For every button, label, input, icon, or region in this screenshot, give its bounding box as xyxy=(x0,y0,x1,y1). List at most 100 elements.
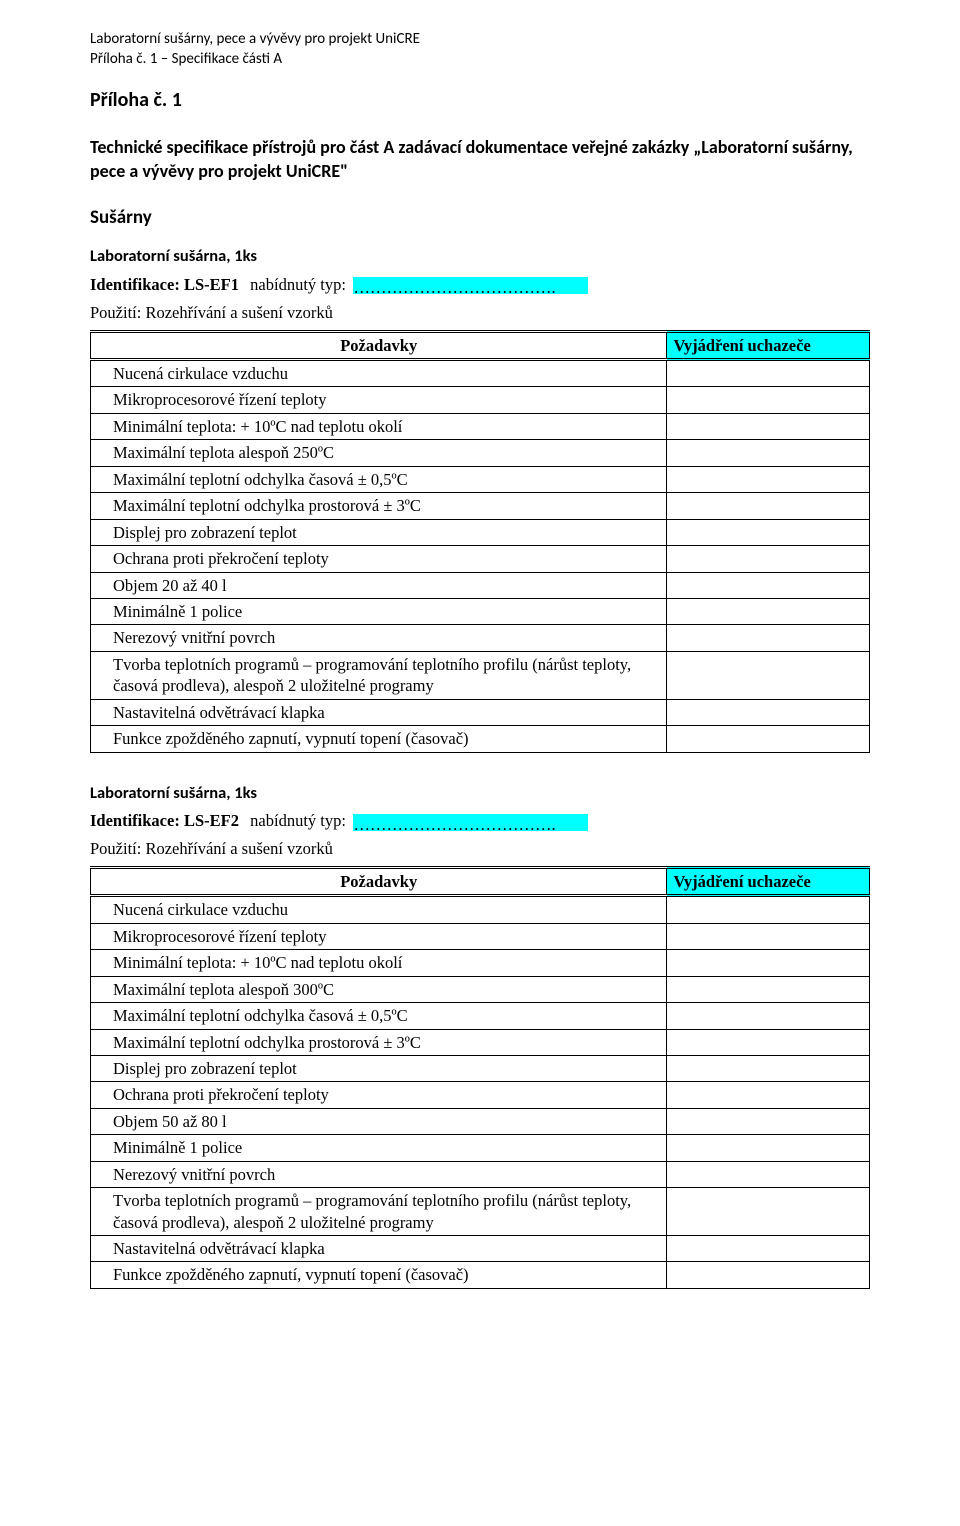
requirement-cell: Objem 20 až 40 l xyxy=(91,572,667,598)
requirement-cell: Ochrana proti překročení teploty xyxy=(91,1082,667,1108)
requirement-cell: Funkce zpožděného zapnutí, vypnutí topen… xyxy=(91,726,667,752)
requirements-header: Požadavky xyxy=(91,867,667,895)
expression-cell xyxy=(667,440,870,466)
requirement-cell: Maximální teplotní odchylka časová ± 0,5… xyxy=(91,466,667,492)
expression-cell xyxy=(667,976,870,1002)
item2-type-blank: ………………………………. xyxy=(353,814,588,831)
requirements-header: Požadavky xyxy=(91,331,667,359)
expression-cell xyxy=(667,896,870,923)
requirement-cell: Nucená cirkulace vzduchu xyxy=(91,896,667,923)
requirement-cell: Nucená cirkulace vzduchu xyxy=(91,360,667,387)
table-row: Ochrana proti překročení teploty xyxy=(91,546,870,572)
table-row: Funkce zpožděného zapnutí, vypnutí topen… xyxy=(91,1262,870,1288)
item1-title: Laboratorní sušárna, 1ks xyxy=(90,246,870,267)
requirement-cell: Mikroprocesorové řízení teploty xyxy=(91,923,667,949)
expression-cell xyxy=(667,1003,870,1029)
table-row: Maximální teplotní odchylka prostorová ±… xyxy=(91,1029,870,1055)
table-row: Minimálně 1 police xyxy=(91,1135,870,1161)
requirement-cell: Displej pro zobrazení teplot xyxy=(91,519,667,545)
requirement-cell: Minimální teplota: + 10ºC nad teplotu ok… xyxy=(91,413,667,439)
table-row: Mikroprocesorové řízení teploty xyxy=(91,923,870,949)
requirement-cell: Minimálně 1 police xyxy=(91,1135,667,1161)
expression-cell xyxy=(667,1029,870,1055)
table-header-row: Požadavky Vyjádření uchazeče xyxy=(91,867,870,895)
section-title: Sušárny xyxy=(90,206,870,231)
requirement-cell: Ochrana proti překročení teploty xyxy=(91,546,667,572)
expression-cell xyxy=(667,572,870,598)
table-row: Ochrana proti překročení teploty xyxy=(91,1082,870,1108)
item2-requirements-table: Požadavky Vyjádření uchazeče Nucená cirk… xyxy=(90,866,870,1289)
item1-ident-code: LS-EF1 xyxy=(184,275,239,294)
table-row: Nucená cirkulace vzduchu xyxy=(91,896,870,923)
requirement-cell: Tvorba teplotních programů – programován… xyxy=(91,1188,667,1236)
expression-cell xyxy=(667,1161,870,1187)
requirement-cell: Displej pro zobrazení teplot xyxy=(91,1055,667,1081)
expression-cell xyxy=(667,387,870,413)
expression-cell xyxy=(667,1135,870,1161)
header-line-2: Příloha č. 1 – Specifikace části A xyxy=(90,50,870,70)
expression-cell xyxy=(667,625,870,651)
requirement-cell: Nastavitelná odvětrávací klapka xyxy=(91,1236,667,1262)
expression-cell xyxy=(667,413,870,439)
table-row: Maximální teplotní odchylka časová ± 0,5… xyxy=(91,1003,870,1029)
table-row: Nerezový vnitřní povrch xyxy=(91,625,870,651)
table-row: Mikroprocesorové řízení teploty xyxy=(91,387,870,413)
expression-cell xyxy=(667,1188,870,1236)
requirement-cell: Nerezový vnitřní povrch xyxy=(91,625,667,651)
offered-type-label: nabídnutý typ: xyxy=(250,811,346,830)
expression-header: Vyjádření uchazeče xyxy=(667,331,870,359)
ident-label: Identifikace: xyxy=(90,811,184,830)
usage-label: Použití: xyxy=(90,303,145,322)
requirement-cell: Maximální teplotní odchylka prostorová ±… xyxy=(91,493,667,519)
ident-label: Identifikace: xyxy=(90,275,184,294)
item1-ident-line: Identifikace: LS-EF1 nabídnutý typ: …………… xyxy=(90,274,870,296)
requirement-cell: Nastavitelná odvětrávací klapka xyxy=(91,699,667,725)
expression-cell xyxy=(667,1082,870,1108)
item2-ident-line: Identifikace: LS-EF2 nabídnutý typ: …………… xyxy=(90,810,870,832)
item2-usage-text: Rozehřívání a sušení vzorků xyxy=(145,839,332,858)
table-row: Objem 20 až 40 l xyxy=(91,572,870,598)
table-row: Nerezový vnitřní povrch xyxy=(91,1161,870,1187)
requirement-cell: Objem 50 až 80 l xyxy=(91,1108,667,1134)
table-row: Displej pro zobrazení teplot xyxy=(91,1055,870,1081)
item2-usage-line: Použití: Rozehřívání a sušení vzorků xyxy=(90,838,870,859)
offered-type-label: nabídnutý typ: xyxy=(250,275,346,294)
requirement-cell: Maximální teplota alespoň 250ºC xyxy=(91,440,667,466)
item2-ident-code: LS-EF2 xyxy=(184,811,239,830)
expression-cell xyxy=(667,598,870,624)
spec-title: Technické specifikace přístrojů pro část… xyxy=(90,135,870,184)
requirement-cell: Maximální teplota alespoň 300ºC xyxy=(91,976,667,1002)
expression-cell xyxy=(667,923,870,949)
table-row: Minimální teplota: + 10ºC nad teplotu ok… xyxy=(91,413,870,439)
expression-cell xyxy=(667,651,870,699)
table-row: Maximální teplota alespoň 300ºC xyxy=(91,976,870,1002)
item1-usage-line: Použití: Rozehřívání a sušení vzorků xyxy=(90,302,870,323)
table-header-row: Požadavky Vyjádření uchazeče xyxy=(91,331,870,359)
table-row: Minimálně 1 police xyxy=(91,598,870,624)
expression-cell xyxy=(667,493,870,519)
requirement-cell: Maximální teplotní odchylka časová ± 0,5… xyxy=(91,1003,667,1029)
expression-cell xyxy=(667,360,870,387)
header-line-1: Laboratorní sušárny, pece a vývěvy pro p… xyxy=(90,30,870,50)
expression-cell xyxy=(667,1236,870,1262)
page-header: Laboratorní sušárny, pece a vývěvy pro p… xyxy=(90,30,870,69)
table-row: Minimální teplota: + 10ºC nad teplotu ok… xyxy=(91,950,870,976)
requirement-cell: Nerezový vnitřní povrch xyxy=(91,1161,667,1187)
item1-requirements-table: Požadavky Vyjádření uchazeče Nucená cirk… xyxy=(90,330,870,753)
expression-cell xyxy=(667,1108,870,1134)
attachment-title: Příloha č. 1 xyxy=(90,87,870,113)
requirement-cell: Minimální teplota: + 10ºC nad teplotu ok… xyxy=(91,950,667,976)
table-row: Maximální teplotní odchylka prostorová ±… xyxy=(91,493,870,519)
requirement-cell: Mikroprocesorové řízení teploty xyxy=(91,387,667,413)
table-row: Funkce zpožděného zapnutí, vypnutí topen… xyxy=(91,726,870,752)
table-row: Nucená cirkulace vzduchu xyxy=(91,360,870,387)
expression-cell xyxy=(667,519,870,545)
item1-type-blank: ………………………………. xyxy=(353,277,588,294)
requirement-cell: Funkce zpožděného zapnutí, vypnutí topen… xyxy=(91,1262,667,1288)
expression-cell xyxy=(667,1262,870,1288)
item2-title: Laboratorní sušárna, 1ks xyxy=(90,783,870,804)
item1-usage-text: Rozehřívání a sušení vzorků xyxy=(145,303,332,322)
table-row: Maximální teplota alespoň 250ºC xyxy=(91,440,870,466)
requirement-cell: Minimálně 1 police xyxy=(91,598,667,624)
table-row: Tvorba teplotních programů – programován… xyxy=(91,1188,870,1236)
